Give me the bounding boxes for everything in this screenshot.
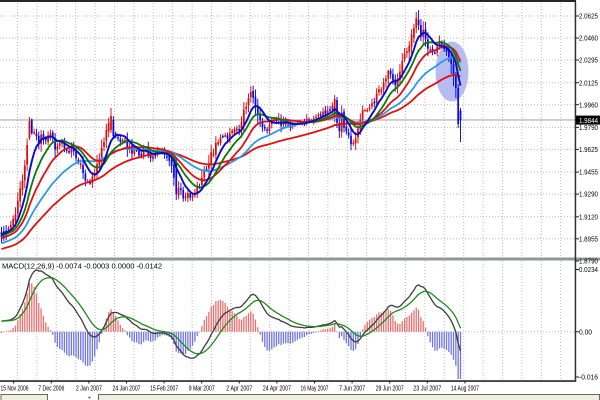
svg-text:24 Apr 2007: 24 Apr 2007 <box>263 384 291 393</box>
svg-text:-0.016: -0.016 <box>579 373 598 382</box>
svg-text:MACD(12,26,9) -0.0074 -0.0003: MACD(12,26,9) -0.0074 -0.0003 0.0000 -0.… <box>2 262 162 271</box>
svg-text:0.00: 0.00 <box>579 327 592 336</box>
svg-text:1.9455: 1.9455 <box>579 168 598 177</box>
svg-text:14 Aug 2007: 14 Aug 2007 <box>451 384 479 393</box>
svg-text:23 Jul 2007: 23 Jul 2007 <box>413 384 441 393</box>
svg-text:1.9960: 1.9960 <box>579 100 598 109</box>
svg-text:1.9790: 1.9790 <box>579 123 598 132</box>
svg-text:2 Apr 2007: 2 Apr 2007 <box>226 384 252 393</box>
svg-text:1.9844: 1.9844 <box>579 116 598 125</box>
svg-text:1.8790: 1.8790 <box>579 257 598 266</box>
svg-text:2 Jan 2007: 2 Jan 2007 <box>76 384 102 393</box>
svg-text:7 Dec 2006: 7 Dec 2006 <box>38 384 64 393</box>
svg-text:0.0234: 0.0234 <box>579 265 598 274</box>
svg-text:1.8955: 1.8955 <box>579 234 598 243</box>
svg-text:29 Jun 2007: 29 Jun 2007 <box>376 384 404 393</box>
svg-text:15 Feb 2007: 15 Feb 2007 <box>150 384 178 393</box>
svg-text:24 Jan 2007: 24 Jan 2007 <box>113 384 141 393</box>
svg-text:16 May 2007: 16 May 2007 <box>301 384 329 393</box>
svg-text:2.0125: 2.0125 <box>579 78 598 87</box>
svg-text:1.9625: 1.9625 <box>579 145 598 154</box>
svg-text:9 Mar 2007: 9 Mar 2007 <box>189 384 215 393</box>
svg-text:15 Nov 2006: 15 Nov 2006 <box>1 384 29 393</box>
svg-text:1.9120: 1.9120 <box>579 212 598 221</box>
svg-text:2.0295: 2.0295 <box>579 56 598 65</box>
svg-text:1.9290: 1.9290 <box>579 190 598 199</box>
svg-text:2.0460: 2.0460 <box>579 34 598 43</box>
svg-text:2.0625: 2.0625 <box>579 12 598 21</box>
svg-text:7 Jun 2007: 7 Jun 2007 <box>339 384 365 393</box>
